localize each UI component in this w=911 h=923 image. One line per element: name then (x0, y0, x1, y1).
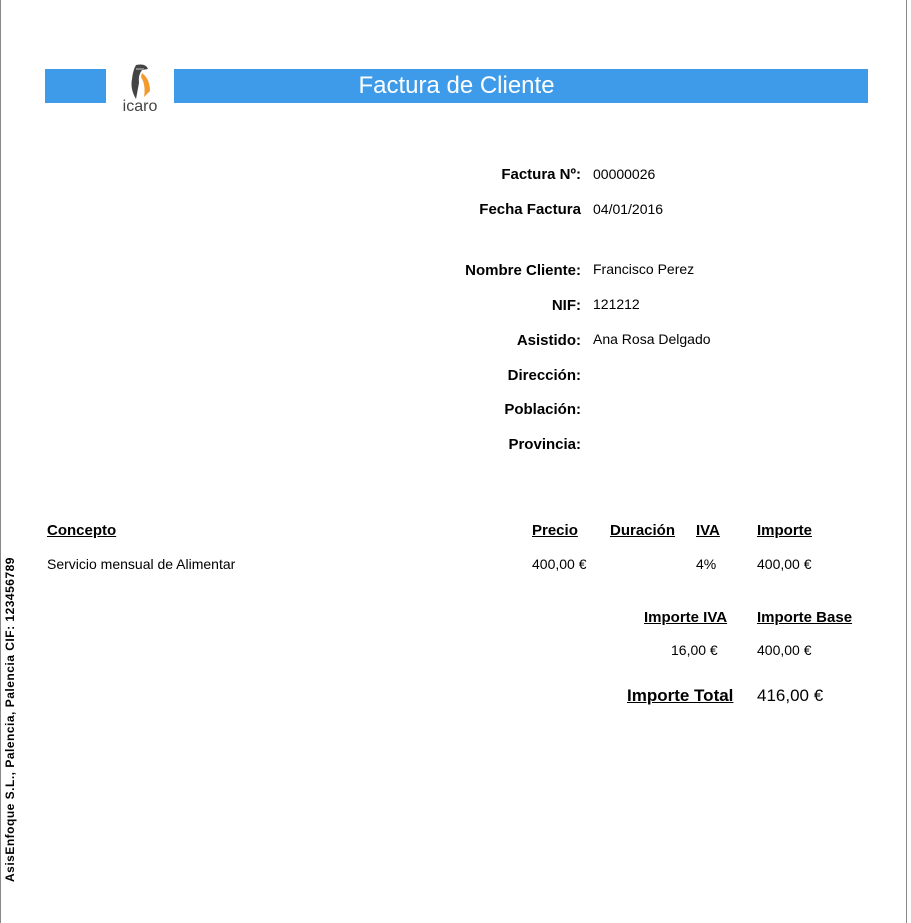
cell-concepto: Servicio mensual de Alimentar (47, 556, 236, 572)
page-title: Factura de Cliente (358, 72, 555, 99)
field-label-invoice-number: Factura Nº: (501, 166, 581, 183)
field-label-province: Provincia: (508, 436, 581, 453)
icaro-logo: icaro (106, 61, 174, 119)
importe-base-value: 400,00 € (757, 642, 812, 658)
importe-base-label: Importe Base (757, 609, 853, 626)
importe-iva-label: Importe IVA (644, 609, 728, 626)
header-band (45, 69, 868, 103)
header-iva: IVA (696, 522, 720, 539)
importe-iva-value: 16,00 € (671, 642, 718, 658)
svg-text:icaro: icaro (123, 98, 158, 115)
header-concepto: Concepto (47, 522, 117, 539)
field-value-invoice-number: 00000026 (593, 166, 656, 182)
header-precio: Precio (532, 522, 578, 539)
importe-total-label: Importe Total (627, 686, 734, 705)
field-label-address: Dirección: (507, 367, 581, 384)
field-label-nif: NIF: (551, 297, 581, 314)
field-label-invoice-date: Fecha Factura (479, 201, 581, 218)
field-label-assisted: Asistido: (516, 332, 581, 349)
field-value-assisted: Ana Rosa Delgado (593, 331, 711, 347)
field-value-client-name: Francisco Perez (593, 261, 695, 277)
cell-precio: 400,00 € (532, 556, 587, 572)
company-footer: AsisEnfoque S.L., Palencia, Palencia CIF… (3, 557, 17, 882)
header-duracion: Duración (610, 522, 676, 539)
field-label-town: Población: (504, 401, 581, 418)
field-value-nif: 121212 (593, 296, 640, 312)
importe-total-value: 416,00 € (757, 686, 824, 705)
field-value-invoice-date: 04/01/2016 (593, 201, 664, 217)
cell-iva: 4% (696, 556, 717, 572)
cell-importe: 400,00 € (757, 556, 812, 572)
field-label-client-name: Nombre Cliente: (465, 262, 581, 279)
header-importe: Importe (757, 522, 813, 539)
